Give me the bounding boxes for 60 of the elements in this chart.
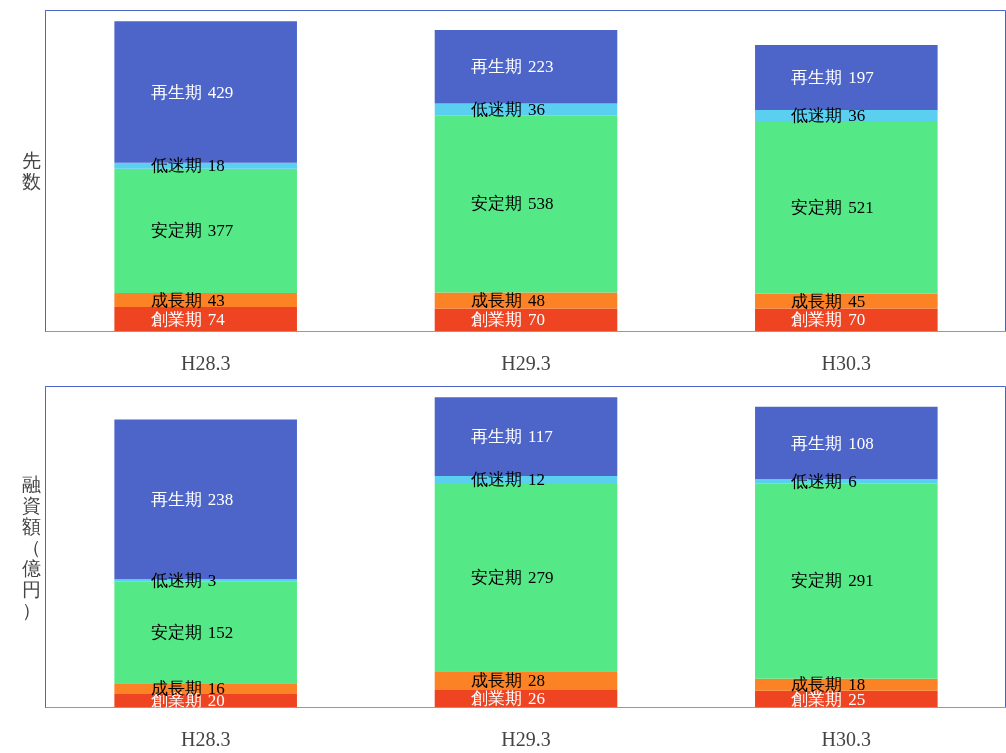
series-label: 再生期 — [791, 68, 843, 88]
text: 創業期 — [150, 309, 202, 329]
text: 再生期 — [150, 82, 202, 102]
data-label: 291 — [848, 571, 874, 591]
y-axis-title: 先数 — [21, 150, 41, 192]
data-label: 429 — [207, 82, 234, 102]
data-label: 108 — [848, 433, 874, 453]
text: 安定期 — [791, 571, 843, 591]
data-label: 12 — [528, 470, 545, 490]
data-label: 197 — [848, 68, 875, 88]
text: 再生期 — [150, 489, 202, 509]
text: 成長期 — [150, 290, 202, 310]
data-label: 43 — [207, 290, 225, 310]
series-label: 再生期 — [791, 433, 843, 453]
text: 安定期 — [150, 221, 202, 241]
text: 再生期 — [471, 427, 522, 447]
data-label: 28 — [528, 671, 545, 691]
data-label: 74 — [207, 309, 226, 329]
data-label: 26 — [528, 689, 545, 709]
data-label: 36 — [848, 106, 866, 126]
data-label: 238 — [207, 489, 234, 509]
data-label: 48 — [528, 291, 545, 311]
data-label: 152 — [207, 622, 234, 642]
series-label: 低迷期 — [150, 570, 202, 590]
data-label: 538 — [528, 194, 554, 214]
x-tick-label: H28.3 — [180, 727, 231, 750]
x-tick-label: H28.3 — [180, 351, 231, 374]
series-label: 低迷期 — [150, 156, 202, 176]
y-axis-title: 融資額（億円） — [21, 473, 41, 621]
text: 再生期 — [471, 57, 522, 77]
data-label: 377 — [207, 221, 234, 241]
text: 低迷期 — [471, 99, 522, 119]
x-tick-label: H30.3 — [821, 351, 872, 374]
data-label: 70 — [528, 310, 545, 330]
text: 低迷期 — [791, 471, 843, 491]
data-label: 223 — [528, 57, 554, 77]
series-label: 安定期 — [471, 194, 522, 214]
x-tick-label: H29.3 — [501, 351, 551, 374]
data-label: 3 — [207, 570, 217, 590]
text: 低迷期 — [791, 106, 843, 126]
text: 安定期 — [791, 198, 843, 218]
text: 成長期 — [791, 291, 843, 311]
x-tick-label: H30.3 — [821, 727, 872, 750]
x-tick-label: H29.3 — [501, 727, 551, 750]
data-label: 117 — [528, 427, 554, 447]
data-label: 36 — [528, 99, 545, 119]
data-label: 45 — [848, 291, 866, 311]
series-label: 成長期 — [471, 671, 522, 691]
data-label: 521 — [848, 198, 874, 218]
series-label: 安定期 — [471, 568, 522, 588]
data-label: 70 — [848, 310, 866, 330]
data-label: 6 — [848, 471, 857, 491]
data-label: 18 — [207, 156, 225, 176]
series-label: 成長期 — [471, 291, 522, 311]
text: 創業期 — [791, 310, 843, 330]
series-label: 創業期 — [471, 689, 522, 709]
series-label: 創業期 — [471, 310, 522, 330]
text: 安定期 — [150, 622, 202, 642]
data-label: 279 — [528, 568, 554, 588]
text: 低迷期 — [471, 470, 522, 490]
